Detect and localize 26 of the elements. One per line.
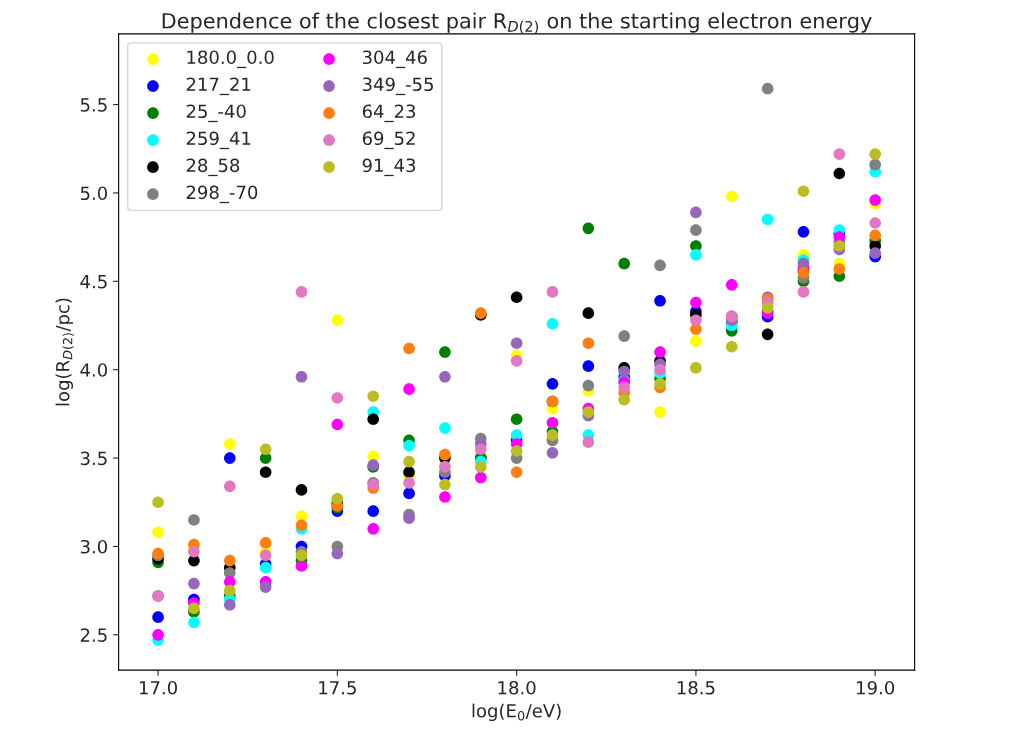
legend-label: 64_23	[362, 104, 416, 123]
legend-label: 217_21	[186, 77, 251, 96]
legend-label: 349_-55	[362, 77, 433, 96]
x-tick-label: 18.0	[498, 680, 536, 695]
x-axis-title: log(E$_{0}$/eV)	[472, 703, 561, 722]
x-tick-label: 17.5	[319, 681, 356, 695]
y-tick-label: 4.5	[80, 275, 107, 289]
y-tick-label: 5.0	[80, 186, 108, 201]
y-tick-label: 3.5	[80, 451, 107, 466]
legend-label: 28_58	[186, 158, 240, 177]
y-tick-label: 2.5	[80, 628, 107, 642]
y-tick-label: 4.0	[80, 363, 108, 377]
x-tick-label: 17.0	[139, 680, 177, 695]
y-axis-title: log(R$_{D(2)}$/pc)	[55, 298, 74, 406]
x-tick-label: 18.5	[677, 680, 715, 695]
legend-label: 304_46	[362, 50, 427, 69]
legend-label: 180.0_0.0	[187, 50, 274, 69]
legend-label: 91_43	[362, 158, 416, 177]
legend-label: 25_-40	[186, 104, 246, 123]
y-tick-label: 5.5	[80, 98, 107, 112]
legend-label: 69_52	[362, 131, 415, 150]
y-tick-label: 3.0	[80, 539, 108, 554]
x-tick-label: 19.0	[857, 680, 895, 695]
chart-title: Dependence of the closest pair R$_{D(2)}$ on the starting electron energy	[162, 12, 872, 34]
legend-label: 259_41	[186, 131, 251, 150]
legend-label: 298_-70	[186, 185, 258, 204]
